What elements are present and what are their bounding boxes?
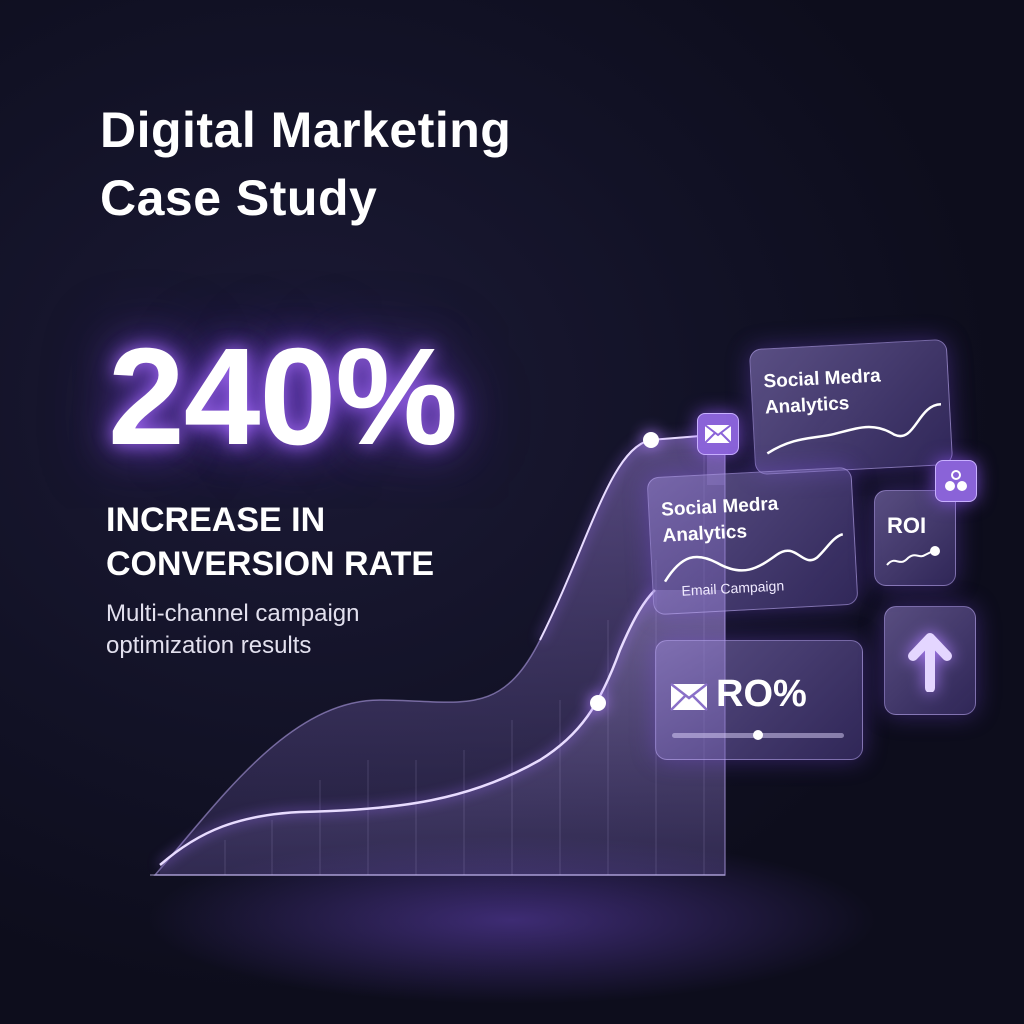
people-icon: [945, 470, 967, 491]
peak-line: [539, 435, 701, 641]
ro-percent-card: RO%: [655, 640, 863, 760]
headline-value: 240%: [108, 320, 458, 474]
mail-icon: [670, 683, 708, 711]
front-area: [160, 590, 725, 875]
social-analytics-card-top: Social Medra Analytics: [748, 338, 954, 476]
social-analytics-card: Social Medra Analytics Email Campaign: [646, 466, 859, 616]
headline-description: Multi-channel campaign optimization resu…: [106, 600, 360, 659]
slider-thumb[interactable]: [753, 730, 763, 740]
people-icon-box: [935, 460, 977, 502]
roi-card: ROI: [874, 490, 956, 586]
roi-sparkline: [886, 546, 940, 566]
sparkline: [663, 533, 844, 583]
progress-slider[interactable]: [672, 730, 844, 740]
mail-icon: [704, 424, 732, 444]
mail-icon-box: [697, 413, 739, 455]
arrow-up-icon: [908, 633, 952, 692]
page-title: Digital Marketing Case Study: [100, 102, 512, 226]
arrow-up-card: [884, 606, 976, 715]
sparkline: [766, 403, 942, 455]
growth-line: [159, 589, 656, 866]
headline-label: INCREASE IN CONVERSION RATE: [106, 501, 435, 583]
data-point: [590, 695, 606, 711]
data-point: [643, 432, 659, 448]
